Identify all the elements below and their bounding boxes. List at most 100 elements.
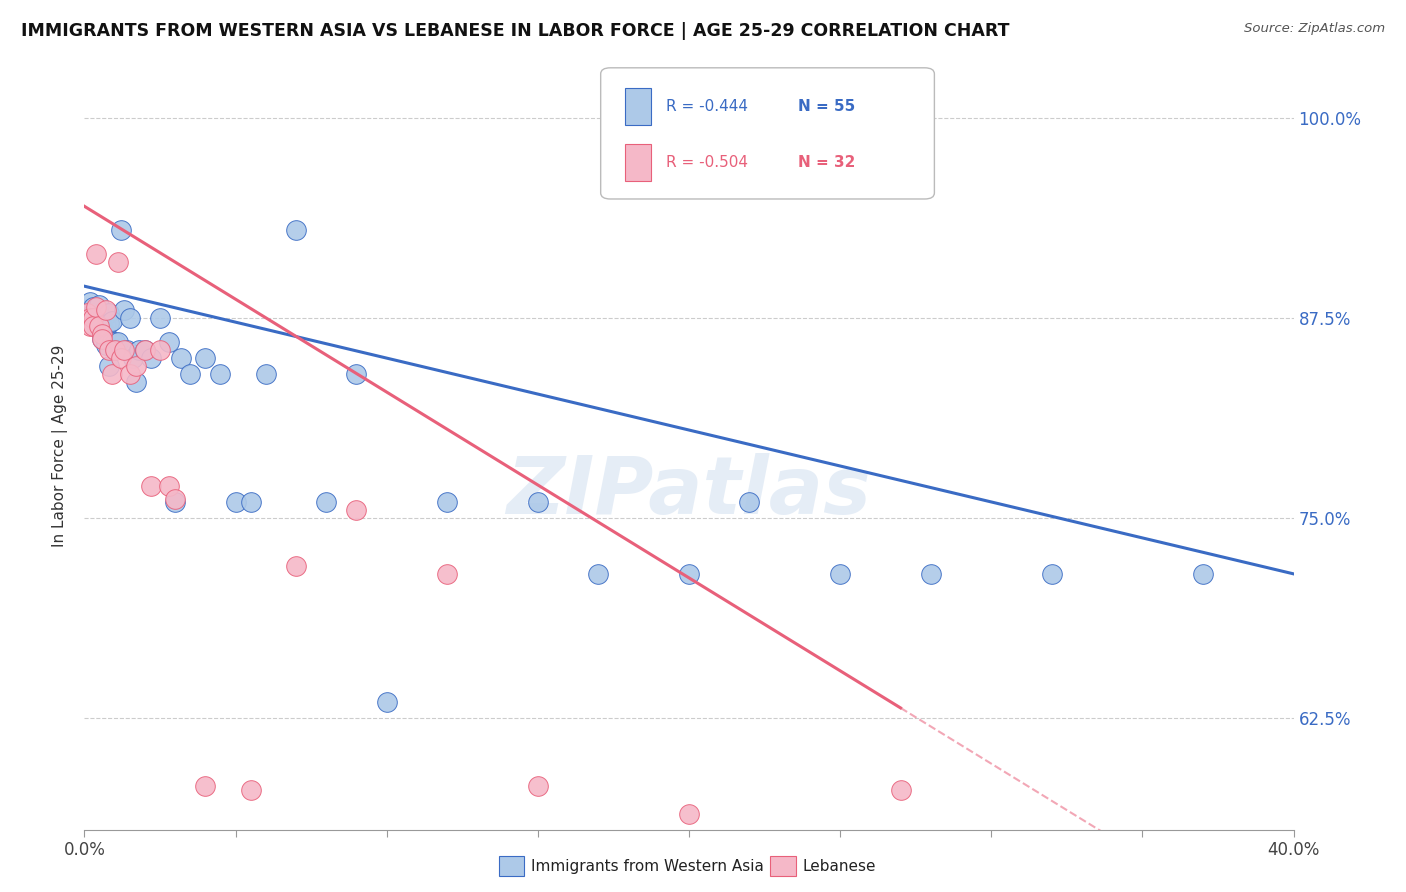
Y-axis label: In Labor Force | Age 25-29: In Labor Force | Age 25-29	[52, 345, 69, 547]
Point	[225, 495, 247, 509]
Point	[118, 311, 141, 326]
Point	[110, 223, 132, 237]
Point	[346, 503, 368, 517]
Point	[86, 247, 108, 261]
Point	[91, 327, 114, 342]
Point	[239, 782, 262, 797]
Point	[89, 322, 111, 336]
Point	[920, 566, 942, 581]
Point	[91, 332, 114, 346]
Point	[94, 327, 117, 342]
Point	[134, 343, 156, 358]
Text: Lebanese: Lebanese	[803, 859, 876, 873]
Point	[165, 491, 187, 506]
Point	[82, 306, 104, 320]
Point	[91, 319, 114, 334]
Point	[194, 351, 217, 365]
Text: N = 55: N = 55	[797, 99, 855, 114]
Point	[100, 367, 122, 381]
Point	[97, 306, 120, 320]
Point	[678, 806, 700, 821]
Point	[1192, 566, 1215, 581]
Point	[179, 367, 201, 381]
Point	[315, 495, 337, 509]
Point	[678, 566, 700, 581]
Point	[118, 367, 141, 381]
Point	[239, 495, 262, 509]
Point	[157, 335, 180, 350]
Point	[107, 335, 129, 350]
Point	[86, 311, 108, 326]
Point	[79, 311, 101, 326]
Point	[76, 306, 98, 320]
Bar	[624, 145, 651, 181]
Point	[94, 319, 117, 334]
Point	[588, 566, 610, 581]
Point	[121, 351, 143, 365]
Point	[375, 695, 398, 709]
Text: Source: ZipAtlas.com: Source: ZipAtlas.com	[1244, 22, 1385, 36]
Text: N = 32: N = 32	[797, 155, 855, 170]
Point	[134, 343, 156, 358]
Point	[89, 298, 111, 312]
Point	[91, 332, 114, 346]
Point	[125, 359, 148, 373]
Point	[104, 335, 127, 350]
Point	[94, 303, 117, 318]
Point	[125, 375, 148, 389]
Point	[110, 351, 132, 365]
Point	[86, 300, 108, 314]
Text: IMMIGRANTS FROM WESTERN ASIA VS LEBANESE IN LABOR FORCE | AGE 25-29 CORRELATION : IMMIGRANTS FROM WESTERN ASIA VS LEBANESE…	[21, 22, 1010, 40]
Point	[157, 479, 180, 493]
Text: R = -0.504: R = -0.504	[666, 155, 748, 170]
Point	[139, 351, 162, 365]
Point	[527, 780, 550, 794]
Point	[104, 343, 127, 358]
Point	[149, 343, 172, 358]
Point	[94, 338, 117, 352]
Point	[738, 495, 761, 509]
Point	[830, 566, 852, 581]
Point	[82, 319, 104, 334]
Point	[89, 311, 111, 326]
Point	[527, 495, 550, 509]
Point	[1040, 566, 1063, 581]
Point	[104, 343, 127, 358]
Point	[209, 367, 232, 381]
Bar	[624, 88, 651, 125]
Point	[115, 343, 138, 358]
Point	[89, 319, 111, 334]
FancyBboxPatch shape	[600, 68, 935, 199]
Point	[285, 558, 308, 573]
Point	[82, 300, 104, 314]
Point	[112, 303, 135, 318]
Point	[112, 343, 135, 358]
Text: Immigrants from Western Asia: Immigrants from Western Asia	[531, 859, 765, 873]
Point	[436, 495, 458, 509]
Point	[82, 311, 104, 326]
Point	[285, 223, 308, 237]
Point	[128, 343, 150, 358]
Point	[100, 314, 122, 328]
Point	[165, 495, 187, 509]
Point	[194, 780, 217, 794]
Point	[107, 255, 129, 269]
Point	[890, 782, 912, 797]
Point	[100, 335, 122, 350]
Point	[149, 311, 172, 326]
Point	[346, 367, 368, 381]
Point	[79, 319, 101, 334]
Point	[91, 311, 114, 326]
Point	[97, 316, 120, 330]
Point	[436, 566, 458, 581]
Point	[97, 359, 120, 373]
Point	[254, 367, 277, 381]
Point	[139, 479, 162, 493]
Text: R = -0.444: R = -0.444	[666, 99, 748, 114]
Point	[170, 351, 193, 365]
Point	[76, 303, 98, 318]
Point	[86, 319, 108, 334]
Text: ZIPatlas: ZIPatlas	[506, 453, 872, 531]
Point	[97, 343, 120, 358]
Point	[79, 295, 101, 310]
